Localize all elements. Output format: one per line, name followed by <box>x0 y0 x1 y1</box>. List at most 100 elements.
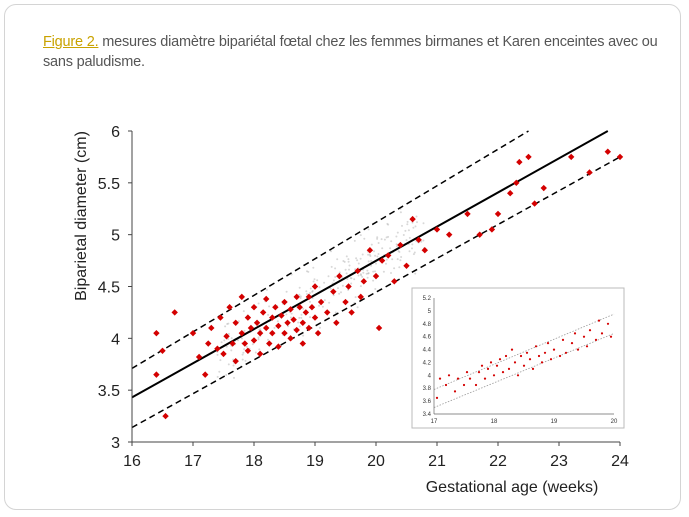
background-point <box>243 348 246 351</box>
inset-data-point <box>528 358 532 361</box>
y-axis-label: Biparietal diameter (cm) <box>73 131 90 301</box>
background-point <box>220 341 223 344</box>
background-point <box>377 253 380 255</box>
inset-data-point <box>456 377 460 380</box>
background-point <box>386 222 389 225</box>
background-point <box>330 265 333 268</box>
inset-data-point <box>546 342 550 345</box>
background-point <box>334 276 337 278</box>
background-point <box>370 260 373 262</box>
inset-y-tick-label: 4.8 <box>423 322 432 328</box>
background-point <box>243 329 246 332</box>
inset-y-tick-label: 3.6 <box>423 399 432 405</box>
inset-y-tick-label: 4.2 <box>423 360 432 366</box>
inset-data-point <box>594 338 598 341</box>
background-point <box>422 239 425 242</box>
background-point <box>347 258 350 261</box>
background-point <box>404 229 407 232</box>
data-point <box>433 226 441 233</box>
x-tick-label: 20 <box>367 453 385 470</box>
background-point <box>285 290 288 293</box>
data-point <box>409 215 416 223</box>
data-point <box>317 298 325 306</box>
data-point <box>253 319 261 326</box>
y-tick-label: 4 <box>111 331 120 348</box>
figure-label[interactable]: Figure 2. <box>43 34 99 50</box>
background-point <box>305 290 308 293</box>
data-point <box>616 153 624 161</box>
inset-y-tick-label: 5.2 <box>423 296 432 302</box>
data-point <box>360 278 367 285</box>
background-point <box>273 326 276 329</box>
data-point <box>205 340 212 347</box>
background-point <box>359 285 362 288</box>
data-point <box>513 179 520 187</box>
data-point <box>275 322 282 330</box>
data-point <box>464 210 471 218</box>
background-point <box>254 351 257 354</box>
background-point <box>225 374 228 376</box>
inset-data-point <box>570 342 574 345</box>
inset-chart: 17 18 19 20 3.4 3.6 3.8 4 4.2 4.4 4.6 4.8 5 5.2 <box>411 287 625 429</box>
data-point <box>385 252 392 259</box>
background-point <box>290 312 293 315</box>
confidence-line <box>131 130 529 370</box>
data-point <box>299 319 306 326</box>
background-point <box>391 258 394 261</box>
data-point <box>296 304 303 311</box>
data-point <box>366 247 374 254</box>
background-point <box>298 286 301 289</box>
background-point <box>407 229 410 232</box>
background-point <box>354 268 357 271</box>
inset-y-tick-label: 5 <box>428 309 432 315</box>
inset-data-point <box>558 354 562 358</box>
inset-data-point <box>486 367 490 370</box>
background-point <box>393 267 396 270</box>
background-point <box>357 262 360 265</box>
inset-data-point <box>597 319 601 322</box>
inset-data-point <box>543 351 547 354</box>
x-tick-label: 22 <box>489 453 507 470</box>
background-point <box>411 247 413 250</box>
inset-data-point <box>468 377 472 380</box>
data-point <box>269 329 276 337</box>
inset-data-point <box>477 371 481 374</box>
data-point <box>308 304 316 311</box>
inset-data-point <box>483 377 487 380</box>
background-point <box>398 266 401 269</box>
background-point <box>318 326 321 329</box>
inset-data-point <box>438 377 442 380</box>
background-point <box>340 291 342 294</box>
data-point <box>202 371 209 378</box>
background-point <box>341 284 344 287</box>
background-point <box>311 290 314 292</box>
inset-x-tick-label: 20 <box>611 419 618 425</box>
background-point <box>411 221 414 224</box>
background-point <box>382 270 385 273</box>
data-point <box>153 329 160 337</box>
background-point <box>399 211 402 214</box>
background-point <box>347 260 350 263</box>
background-point <box>355 257 358 260</box>
data-point <box>293 293 300 301</box>
inset-data-point <box>492 374 496 377</box>
background-point <box>332 294 335 297</box>
background-point <box>369 255 372 257</box>
inset-reference-line <box>433 333 615 408</box>
x-tick-label: 21 <box>428 453 446 470</box>
background-point <box>334 311 337 314</box>
inset-y-tick-label: 3.8 <box>423 386 432 392</box>
data-point <box>348 309 355 316</box>
background-point <box>415 215 418 218</box>
background-point <box>327 275 330 278</box>
background-point <box>299 295 302 298</box>
data-point <box>263 295 270 303</box>
data-point <box>357 293 364 301</box>
background-point <box>289 316 292 319</box>
background-point <box>414 225 417 228</box>
data-point <box>281 298 288 306</box>
inset-data-point <box>522 364 526 367</box>
data-point <box>516 158 523 166</box>
background-point <box>376 237 379 240</box>
y-tick-label: 3.5 <box>98 383 120 400</box>
